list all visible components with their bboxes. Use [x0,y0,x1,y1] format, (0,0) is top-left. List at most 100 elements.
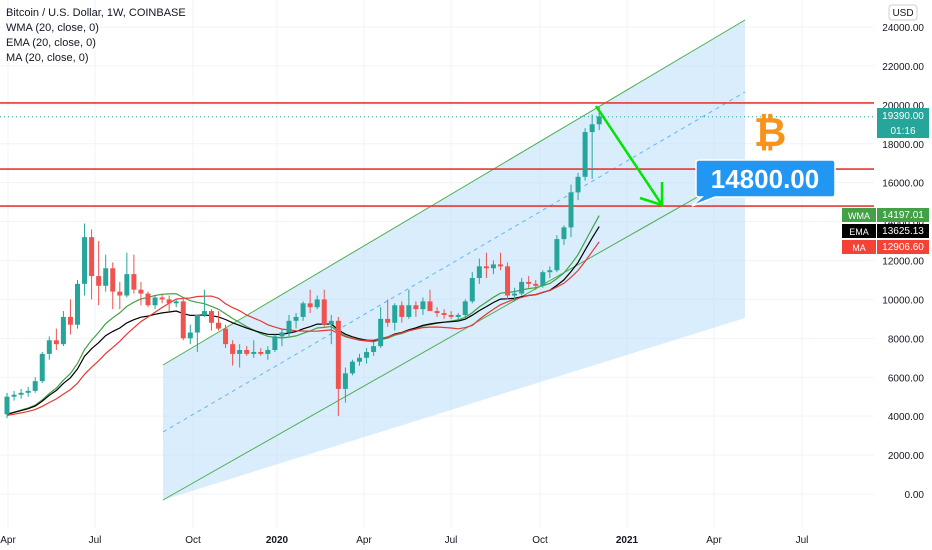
candle-body [483,266,489,269]
candle-body [237,350,243,354]
candle-body [194,314,200,333]
callout-value: 14800.00 [711,164,819,194]
time-axis[interactable]: Apr Jul Oct 2020 Apr Jul Oct 2021 Apr Jul [0,535,808,546]
candle-body [321,299,327,325]
candle-body [568,192,574,228]
candle-body [596,116,602,125]
price-tick-label: 14000.00 [882,218,924,229]
candle-body [519,281,525,294]
candle-body [258,351,264,354]
candle-body [75,283,80,325]
wma-badge-label-box [842,208,876,222]
price-badges: 19390.00 01:16 WMA 14197.01 EMA 13625.13 MA 129… [842,108,929,254]
candle-body [60,316,66,345]
wma-badge-label: WMA [848,211,870,221]
candle-body [413,305,419,310]
candle-body [314,299,320,308]
price-tick-label: 2000.00 [888,451,925,462]
legend-ema[interactable]: EMA (20, close, 0) [6,37,96,49]
arrow-shaft [594,105,664,206]
wma-line [6,215,600,415]
candle-body [230,344,236,354]
candle-body [201,311,207,315]
chart-legend: Bitcoin / U.S. Dollar, 1W, COINBASE WMA … [6,6,186,66]
candle-body [11,394,17,397]
time-axis-background [0,528,932,550]
candle-body [476,266,482,279]
time-tick-label: Oct [532,535,548,546]
price-tick-label: 12000.00 [882,257,924,268]
candle-body [469,278,475,302]
price-tick-label: 4000.00 [888,412,925,423]
candle-body [286,320,292,333]
candle-body [46,340,52,354]
countdown-badge-text: 01:16 [890,126,915,137]
price-tick-label: 0.00 [905,490,925,501]
candle-body [173,301,179,304]
candle-body [448,314,454,317]
price-tick-label: 22000.00 [882,62,924,73]
legend-ma[interactable]: MA (20, close, 0) [6,52,89,64]
price-callout: 14800.00 [691,159,836,207]
price-tick-label: 8000.00 [888,334,925,345]
candle-body [18,392,24,395]
candle-body [328,320,334,325]
candle-body [540,272,546,286]
candle-body [152,297,158,306]
candle-body [138,289,144,294]
time-tick-label: Jul [796,535,809,546]
candle-body [533,283,539,286]
candle-body [455,314,461,317]
price-axis-background [874,0,932,530]
candle-body [575,176,581,193]
ema-badge-value-box [877,224,929,238]
candle-body [216,322,221,329]
currency-button[interactable] [888,4,918,21]
candle-body [307,303,313,308]
candle-body [39,353,45,382]
candle-body [82,237,88,284]
candle-body [166,299,172,304]
candle-body [180,301,186,339]
legend-wma[interactable]: WMA (20, close, 0) [6,22,99,34]
candle-body [67,316,73,325]
candle-body [244,350,250,354]
candle-body [582,132,588,177]
legend-title[interactable]: Bitcoin / U.S. Dollar, 1W, COINBASE [6,7,186,19]
candle-body [554,239,560,271]
candle-body [392,305,398,323]
price-tick-label: 6000.00 [888,373,925,384]
candle-body [117,291,123,296]
ma-badge-label-box [842,240,876,254]
price-tick-label: 10000.00 [882,295,924,306]
candle-body [490,264,496,269]
price-axis[interactable]: 24000.00 22000.00 20000.00 18000.00 16000.00… [882,23,924,501]
candle-body [103,268,109,286]
channel-lower-line [162,169,746,501]
time-tick-label: 2020 [266,535,289,546]
candle-body [526,281,532,284]
candle-body [505,266,511,296]
candle-body [131,274,137,290]
channel-median-line [162,91,746,433]
ma-line [6,241,600,416]
candle-body [434,311,440,314]
moving-average-lines [6,215,600,416]
candle-body [498,264,503,267]
price-tick-label: 24000.00 [882,23,924,34]
candle-body [145,293,151,306]
candle-body [335,320,341,389]
candle-body [279,332,285,337]
candle-body [349,361,355,374]
candle-body [342,373,348,389]
time-tick-label: Apr [0,535,16,546]
candle-body [223,328,229,345]
ma-badge-value-text: 12906.60 [882,242,924,253]
candle-body [265,350,271,354]
time-tick-label: Jul [89,535,102,546]
candle-body [512,293,518,296]
countdown-badge-box [877,123,929,138]
arrow-annotation [594,105,664,207]
candle-body [399,305,405,317]
